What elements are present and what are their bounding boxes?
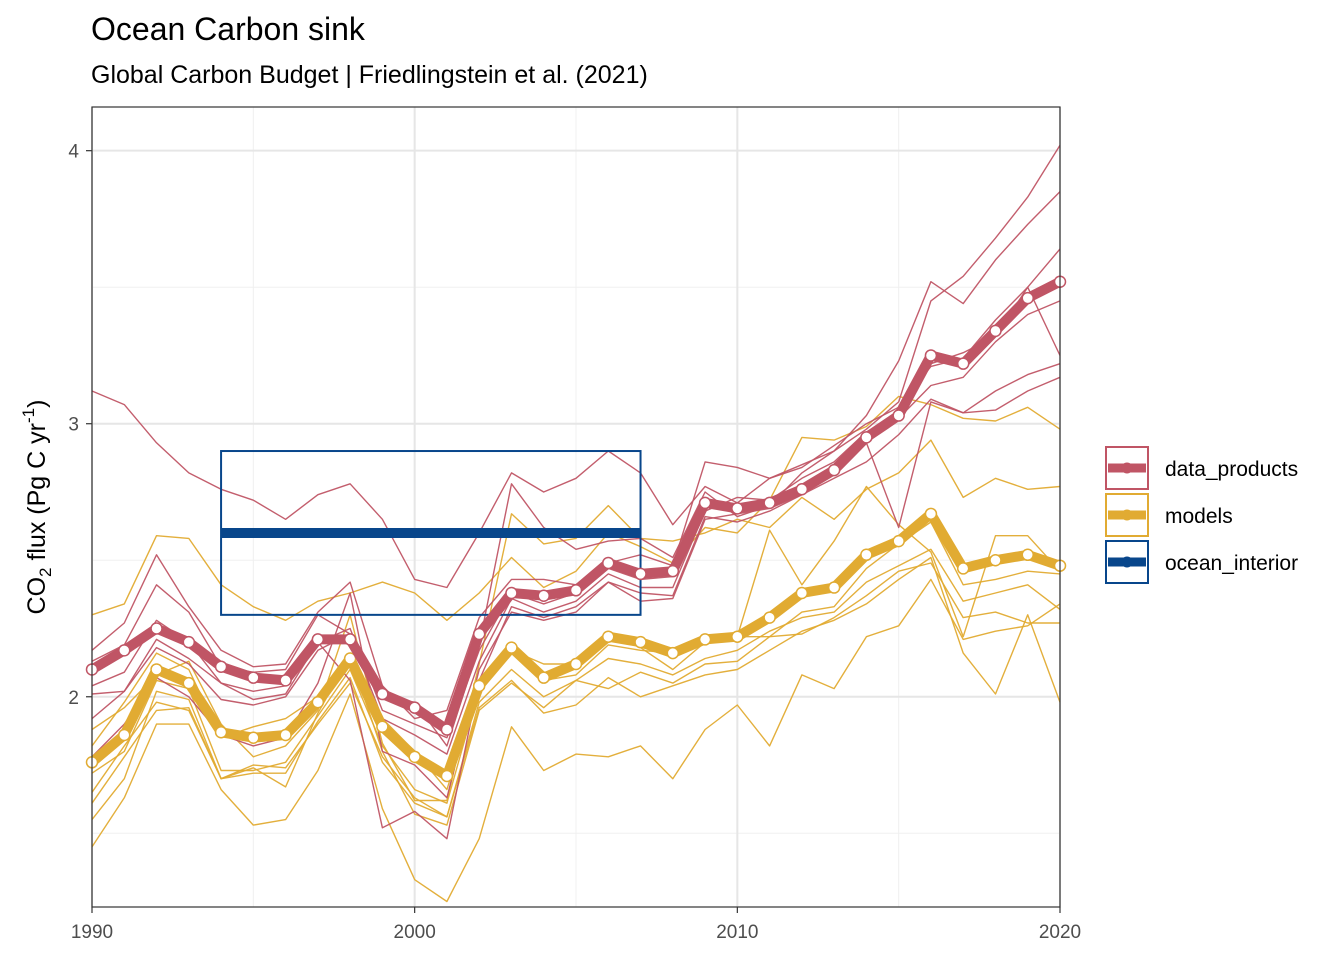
legend-key-point xyxy=(1121,462,1133,474)
models-mean-point xyxy=(634,635,647,649)
data_products-mean-point xyxy=(408,701,421,714)
data_products-mean-point xyxy=(182,635,196,649)
x-tick-label: 1990 xyxy=(71,922,113,943)
models-mean-point xyxy=(666,646,680,660)
x-tick-label: 2000 xyxy=(394,922,436,943)
data_products-mean-point xyxy=(376,687,389,701)
data_products-ensemble-line xyxy=(91,363,1061,840)
mean-lines-layer xyxy=(85,275,1067,783)
legend-item-models: models xyxy=(1105,493,1233,537)
data_products-mean-point xyxy=(989,324,1002,338)
legend-label: data_products xyxy=(1165,458,1298,481)
models-ensemble-line xyxy=(91,556,1061,818)
models-mean-point xyxy=(892,534,905,548)
y-axis-title: CO2 flux (Pg C yr-1) xyxy=(19,400,55,615)
y-tick-label: 4 xyxy=(68,142,79,163)
models-mean-point xyxy=(602,630,615,643)
y-axis-title-end: ) xyxy=(23,400,51,408)
data_products-mean-point xyxy=(763,496,776,510)
y-axis-title-subscript: 2 xyxy=(36,567,55,576)
ocean-interior-layer xyxy=(220,450,642,616)
legend-key-point xyxy=(1121,509,1133,521)
models-mean-point xyxy=(279,728,292,742)
models-mean-point xyxy=(860,548,873,562)
plot-panel-border xyxy=(91,106,1061,908)
data_products-mean-point xyxy=(666,564,680,578)
data_products-mean-point xyxy=(602,556,615,570)
models-mean-point xyxy=(827,581,841,594)
data_products-mean-point xyxy=(892,409,905,422)
models-mean-point xyxy=(731,630,744,643)
data_products-mean-point xyxy=(569,584,583,597)
data_products-mean-point xyxy=(440,723,454,736)
legend-label: ocean_interior xyxy=(1165,552,1298,575)
data_products-mean-point xyxy=(150,622,163,635)
models-mean-point xyxy=(118,728,131,742)
data_products-mean-point xyxy=(698,496,712,510)
data_products-mean-point xyxy=(827,463,841,477)
models-mean-point xyxy=(311,695,325,709)
models-mean-point xyxy=(472,679,486,693)
data_products-mean-point xyxy=(634,567,647,581)
data_products-mean-point xyxy=(472,627,486,641)
models-mean-point xyxy=(537,671,550,684)
models-mean-point xyxy=(247,731,260,744)
models-mean-point xyxy=(795,586,809,600)
data_products-mean-point xyxy=(505,586,518,600)
models-ensemble-line xyxy=(91,562,1060,826)
y-tick-label: 3 xyxy=(68,415,79,436)
models-mean-point xyxy=(1021,548,1034,562)
models-mean-point xyxy=(182,676,196,690)
models-mean-point xyxy=(956,562,970,575)
data_products-mean-point xyxy=(956,357,970,370)
data_products-mean-point xyxy=(795,483,809,496)
models-mean-point xyxy=(924,507,938,521)
y-tick-label: 2 xyxy=(68,688,79,709)
data_products-mean-point xyxy=(537,589,550,602)
models-mean-point xyxy=(763,611,776,624)
x-tick-label: 2020 xyxy=(1039,922,1081,943)
chart-subtitle: Global Carbon Budget | Friedlingstein et… xyxy=(91,61,648,89)
models-ensemble-line xyxy=(91,395,1061,621)
legend-item-data-products: data_products xyxy=(1105,446,1298,490)
models-ensemble-line xyxy=(91,439,1061,802)
legend-label: models xyxy=(1165,505,1233,528)
models-mean-point xyxy=(505,641,518,654)
y-axis-title-superscript: -1 xyxy=(19,408,38,423)
legend-item-ocean-interior: ocean_interior xyxy=(1105,540,1298,584)
data_products-mean-point xyxy=(731,502,744,515)
models-mean-point xyxy=(989,553,1002,567)
models-mean-point xyxy=(150,663,163,676)
models-mean-point xyxy=(214,726,228,739)
x-tick-label: 2010 xyxy=(716,922,758,943)
data_products-mean-point xyxy=(1021,291,1034,305)
models-mean-point xyxy=(698,633,712,646)
models-mean-point xyxy=(440,769,454,783)
data_products-mean-point xyxy=(860,431,873,444)
y-axis-title-base: CO xyxy=(23,577,51,615)
models-mean-point xyxy=(408,750,421,764)
legend-key-point xyxy=(1121,556,1133,568)
data_products-mean-point xyxy=(343,633,357,646)
axis-layer: 1990 2000 2010 2020 2 3 4 xyxy=(68,142,1081,943)
models-ensemble-line xyxy=(91,578,1061,903)
data_products-mean-point xyxy=(279,674,292,687)
data_products-mean-point xyxy=(311,633,325,646)
models-mean-point xyxy=(569,657,583,671)
data_products-mean-point xyxy=(214,660,228,673)
data_products-ensemble-line xyxy=(91,376,1061,799)
models-mean-point xyxy=(376,720,389,734)
data_products-mean-point xyxy=(924,349,938,362)
data_products-mean-point xyxy=(118,644,131,657)
y-axis-title-middle: flux (Pg C yr xyxy=(23,423,51,567)
data_products-mean-point xyxy=(247,671,260,684)
chart-title: Ocean Carbon sink xyxy=(91,11,365,47)
